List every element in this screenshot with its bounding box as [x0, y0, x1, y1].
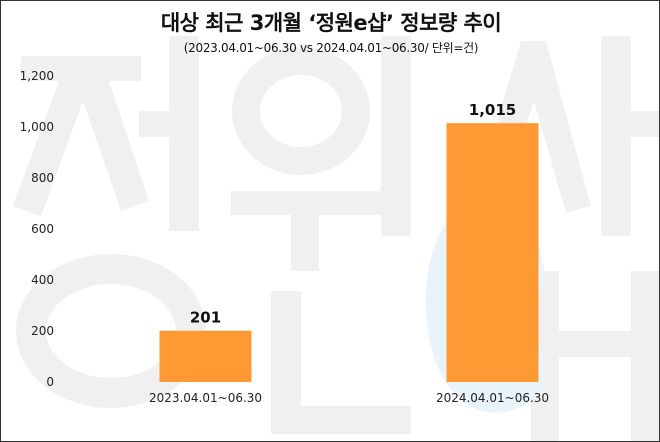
- y-tick-label: 1,200: [20, 69, 54, 83]
- x-category-label: 2024.04.01~06.30: [436, 391, 549, 405]
- bar-value-label: 201: [190, 309, 221, 327]
- chart-title: 대상 최근 3개월 ‘정원e샵’ 정보량 추이: [160, 11, 502, 35]
- y-tick-label: 1,000: [20, 120, 54, 134]
- bar-group: 201 2023.04.01~06.30 1,015 2024.04.01~06.30: [149, 101, 549, 405]
- y-tick-label: 0: [46, 375, 54, 389]
- y-axis: 0 200 400 600 800 1,000 1,200: [20, 69, 54, 389]
- bar: [159, 330, 252, 382]
- chart-subtitle: (2023.04.01~06.30 vs 2024.04.01~06.30/ 단…: [183, 41, 479, 55]
- bar: [446, 123, 539, 383]
- y-tick-label: 200: [31, 324, 54, 338]
- y-tick-label: 600: [31, 222, 54, 236]
- bar-value-label: 1,015: [469, 101, 516, 119]
- y-tick-label: 800: [31, 171, 54, 185]
- y-tick-label: 400: [31, 273, 54, 287]
- x-category-label: 2023.04.01~06.30: [149, 391, 262, 405]
